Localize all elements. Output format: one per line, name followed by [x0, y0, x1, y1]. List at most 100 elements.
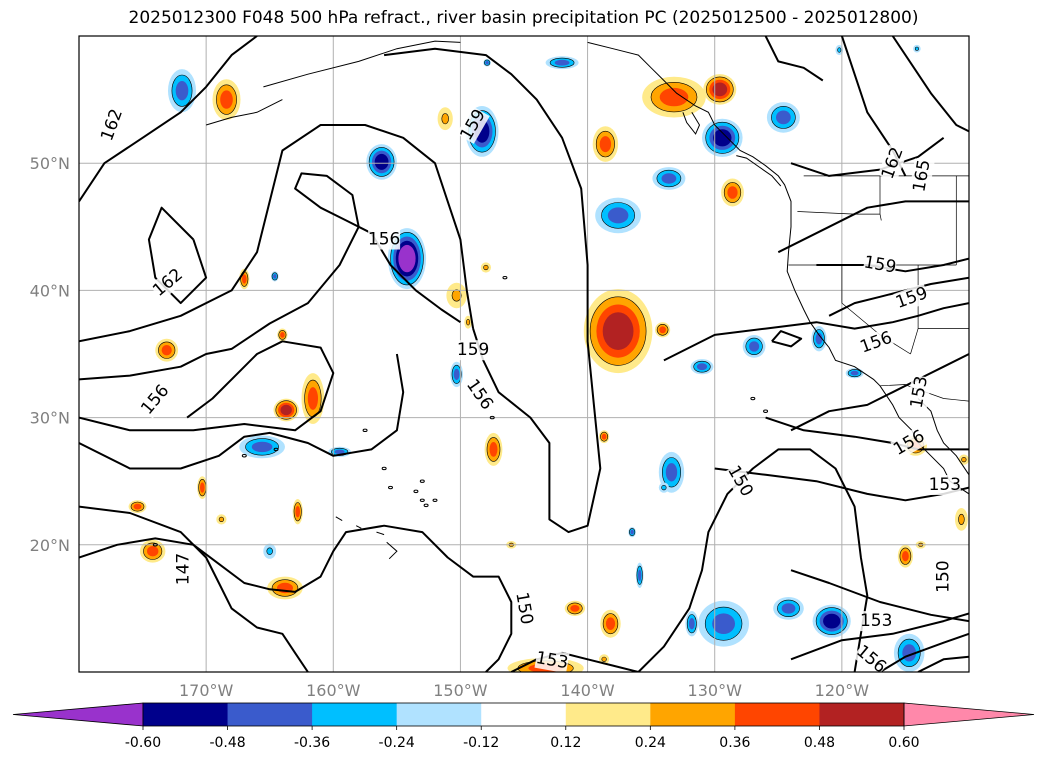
shaded-region — [267, 576, 303, 600]
contour-label: 153 — [534, 648, 570, 673]
longitude-tick-label: 150°W — [433, 681, 488, 700]
shaded-region — [703, 74, 737, 105]
contour-line — [79, 524, 513, 672]
shaded-region — [913, 44, 921, 53]
contour-line — [79, 36, 258, 202]
shaded-region — [155, 338, 179, 362]
shaded-region — [483, 58, 491, 67]
colorbar-tick-label: -0.12 — [463, 735, 499, 751]
contour-line — [79, 353, 405, 470]
colorbar-segment — [650, 703, 736, 726]
contour-line — [771, 330, 803, 348]
island — [241, 454, 247, 458]
shaded-region — [437, 107, 453, 131]
contour-line — [891, 36, 969, 133]
longitude-tick-labels: 170°W 160°W 150°W 140°W 130°W 120°W — [179, 681, 869, 700]
svg-text:153: 153 — [534, 648, 569, 673]
longitude-tick-label: 170°W — [179, 681, 234, 700]
shaded-region — [239, 435, 285, 459]
shaded-region — [812, 604, 851, 638]
shaded-region — [545, 56, 579, 70]
coastline — [263, 40, 461, 88]
colorbar-extend-low — [12, 702, 144, 727]
contour-line — [147, 206, 208, 305]
island — [489, 415, 495, 420]
island — [432, 498, 438, 502]
island — [419, 498, 425, 502]
contour-label: 153 — [860, 611, 892, 632]
shaded-region — [721, 178, 744, 207]
colorbar-segment — [481, 703, 567, 726]
longitude-tick-label: 120°W — [815, 681, 870, 700]
colorbar-segment — [227, 703, 313, 726]
shaded-region — [702, 118, 743, 157]
latitude-tick-labels: 50°N 40°N 30°N 20°N — [30, 154, 70, 555]
svg-text:153: 153 — [860, 611, 892, 631]
latitude-tick-label: 30°N — [30, 409, 70, 428]
colorbar-tick-label: -0.24 — [379, 735, 415, 751]
shaded-region — [599, 430, 610, 444]
contour-line — [510, 651, 639, 672]
shaded-region — [301, 373, 325, 424]
contour-line — [790, 612, 969, 661]
coastline — [736, 155, 782, 187]
island — [388, 485, 393, 490]
contour-line — [879, 632, 969, 672]
contour-line — [79, 340, 335, 432]
contour-label: 153 — [907, 374, 932, 409]
island — [763, 409, 769, 413]
colorbar-tick-label: -0.36 — [294, 735, 330, 751]
island — [423, 503, 429, 508]
colorbar-segment — [565, 703, 651, 726]
shaded-region — [628, 527, 636, 538]
shaded-region — [655, 322, 671, 338]
shaded-region — [958, 454, 969, 465]
shaded-region — [642, 76, 706, 118]
shaded-region — [450, 361, 463, 388]
colorbar-segment — [143, 703, 229, 726]
shaded-region — [277, 328, 288, 342]
shaded-region — [766, 102, 800, 133]
svg-text:159: 159 — [457, 340, 489, 360]
colorbar-segment — [396, 703, 482, 726]
colorbar: -0.60 -0.48 -0.36 -0.24 -0.12 0.12 0.24 0.36 0.4… — [12, 702, 1035, 751]
shaded-region — [955, 508, 968, 531]
latitude-tick-label: 50°N — [30, 154, 70, 173]
shaded-region — [464, 315, 472, 329]
map-frame — [78, 35, 970, 673]
svg-text:153: 153 — [929, 475, 961, 495]
contour-label: 159 — [457, 340, 489, 361]
contour-label: 156 — [368, 229, 400, 250]
coastline — [376, 531, 385, 536]
shaded-region — [685, 611, 699, 637]
svg-text:150: 150 — [934, 560, 954, 592]
island — [419, 479, 425, 483]
shaded-region — [263, 543, 277, 559]
coastline — [335, 516, 343, 522]
shaded-region — [212, 79, 241, 120]
contour-label: 150 — [933, 560, 954, 593]
refractivity-contours — [79, 36, 969, 672]
colorbar-tick-label: 0.12 — [550, 735, 581, 751]
longitude-tick-label: 140°W — [560, 681, 615, 700]
contour-line — [790, 353, 969, 432]
contour-line — [917, 655, 969, 672]
island — [413, 489, 419, 494]
shaded-region — [835, 44, 844, 56]
shaded-region — [271, 271, 279, 282]
contour-label: 147 — [173, 553, 194, 585]
shaded-region — [600, 609, 621, 638]
shaded-region — [811, 326, 827, 352]
shaded-region — [168, 69, 196, 113]
border-line — [841, 265, 911, 355]
island — [381, 466, 387, 471]
shaded-region — [652, 167, 686, 190]
svg-text:147: 147 — [173, 553, 193, 585]
shaded-region — [366, 144, 397, 180]
shaded-region — [292, 499, 303, 525]
island — [152, 543, 158, 547]
colorbar-segment — [734, 703, 820, 726]
coastline — [386, 541, 398, 560]
colorbar-extend-high — [903, 702, 1035, 727]
